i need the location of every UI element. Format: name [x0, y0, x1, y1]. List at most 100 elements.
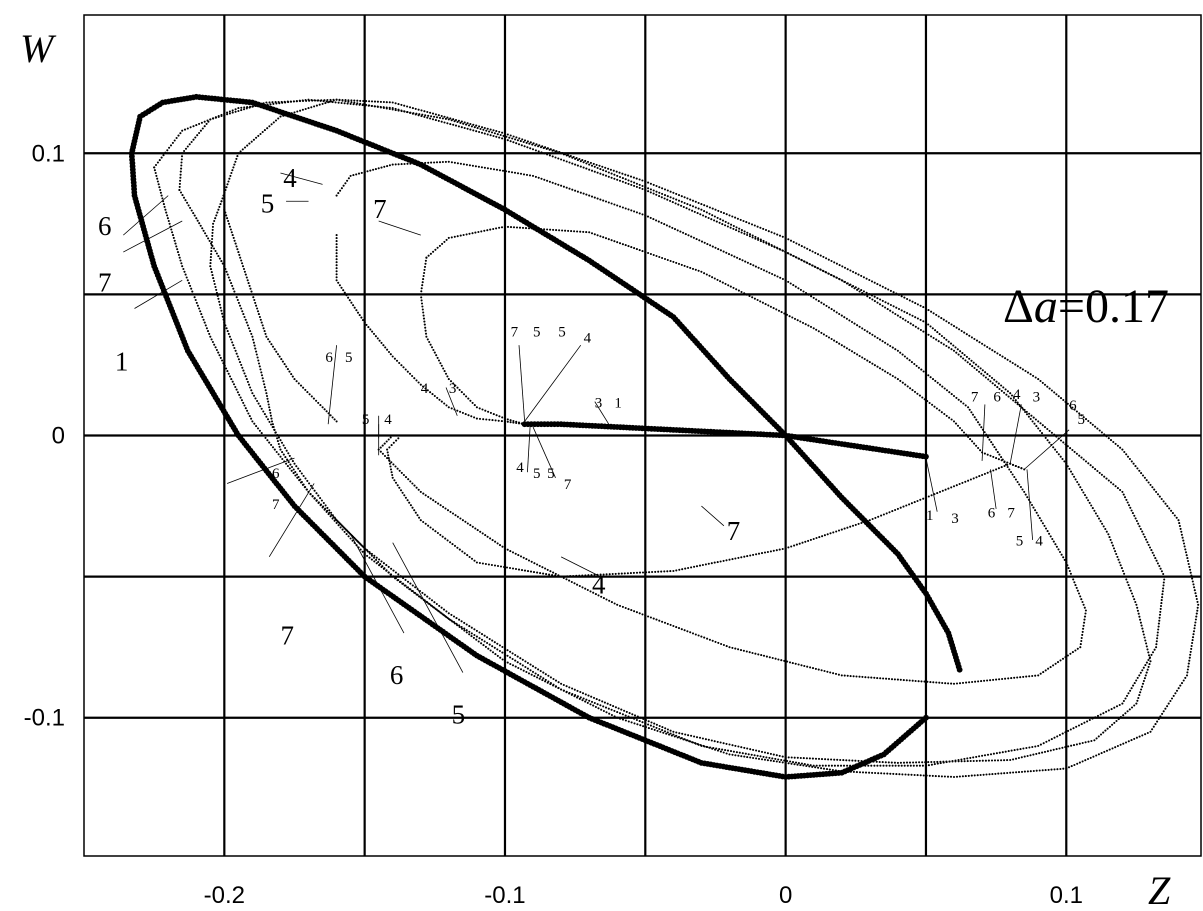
data-point	[423, 593, 426, 596]
data-point	[519, 555, 523, 558]
data-point	[910, 361, 913, 364]
data-point	[973, 442, 976, 445]
data-point	[1102, 525, 1105, 528]
data-point	[1143, 677, 1146, 680]
data-point	[618, 604, 622, 607]
curve-label-small: 5	[558, 325, 566, 341]
data-point	[929, 376, 932, 379]
data-point	[848, 348, 851, 351]
data-point	[641, 613, 644, 616]
data-point	[568, 691, 571, 694]
data-point	[512, 135, 515, 138]
data-point	[1130, 592, 1134, 595]
data-point	[928, 774, 931, 777]
data-point	[725, 742, 728, 745]
data-point	[590, 195, 594, 198]
data-point	[970, 774, 973, 777]
data-point	[1085, 496, 1088, 499]
data-point	[1172, 694, 1175, 697]
data-point	[461, 550, 464, 553]
data-point	[292, 468, 295, 471]
data-point	[746, 756, 749, 759]
data-point	[1150, 653, 1153, 656]
data-point	[210, 250, 213, 253]
data-point	[608, 712, 611, 715]
data-point	[443, 370, 446, 373]
data-point	[806, 763, 809, 766]
data-point	[762, 654, 766, 657]
data-point	[798, 257, 801, 260]
data-point	[399, 575, 402, 578]
data-point	[537, 145, 540, 148]
data-point	[711, 207, 714, 210]
data-point	[943, 412, 946, 416]
data-point	[1045, 740, 1048, 743]
data-point	[289, 100, 293, 103]
data-point	[1107, 533, 1110, 536]
data-point	[279, 455, 282, 458]
data-point	[822, 333, 825, 336]
data-point	[863, 760, 866, 763]
data-point	[1123, 496, 1127, 499]
data-point	[503, 225, 507, 228]
data-point	[1174, 692, 1177, 695]
data-point	[1149, 483, 1152, 486]
data-point	[705, 273, 708, 276]
data-point	[257, 362, 261, 365]
data-point	[708, 274, 711, 277]
data-point	[593, 165, 596, 168]
data-point	[621, 605, 624, 608]
data-point	[616, 603, 619, 606]
data-point	[523, 569, 527, 572]
data-point	[892, 291, 895, 294]
data-point	[1192, 633, 1195, 636]
data-point	[845, 759, 848, 762]
data-point	[462, 122, 465, 125]
data-point	[310, 98, 313, 102]
data-point	[298, 470, 302, 473]
data-point	[412, 162, 415, 165]
data-point	[247, 327, 251, 330]
data-point	[437, 359, 441, 362]
data-point	[270, 423, 273, 426]
data-point	[850, 320, 854, 324]
data-point	[669, 196, 672, 199]
data-point	[860, 521, 863, 525]
curve-label-small: 5	[345, 350, 353, 366]
data-point	[768, 271, 771, 274]
data-point	[440, 606, 443, 609]
data-point	[1156, 720, 1159, 723]
data-point	[223, 208, 226, 211]
data-point	[548, 148, 551, 151]
data-point	[501, 416, 504, 419]
data-point	[419, 490, 422, 493]
data-point	[513, 171, 517, 174]
data-point	[1046, 439, 1049, 442]
data-point	[290, 457, 293, 460]
data-point	[1121, 702, 1124, 705]
data-point	[1039, 672, 1042, 675]
data-point	[367, 326, 370, 329]
data-point	[708, 212, 711, 215]
data-point	[823, 534, 826, 537]
data-point	[1062, 767, 1065, 770]
data-point	[307, 107, 310, 110]
data-point	[251, 420, 254, 423]
data-point	[1154, 723, 1157, 726]
data-point	[337, 192, 340, 195]
y-tick-label: 0.1	[32, 140, 65, 167]
data-point	[515, 226, 519, 229]
data-point	[661, 192, 664, 195]
data-point	[972, 759, 975, 763]
data-point	[406, 586, 410, 589]
data-point	[1038, 769, 1041, 772]
data-point	[452, 615, 456, 618]
data-point	[1011, 361, 1014, 365]
data-point	[1072, 744, 1076, 747]
data-point	[382, 106, 385, 109]
data-point	[568, 155, 571, 158]
curve-label: 6	[98, 211, 112, 241]
data-point	[618, 171, 621, 174]
data-point	[894, 376, 897, 379]
data-point	[332, 515, 335, 519]
